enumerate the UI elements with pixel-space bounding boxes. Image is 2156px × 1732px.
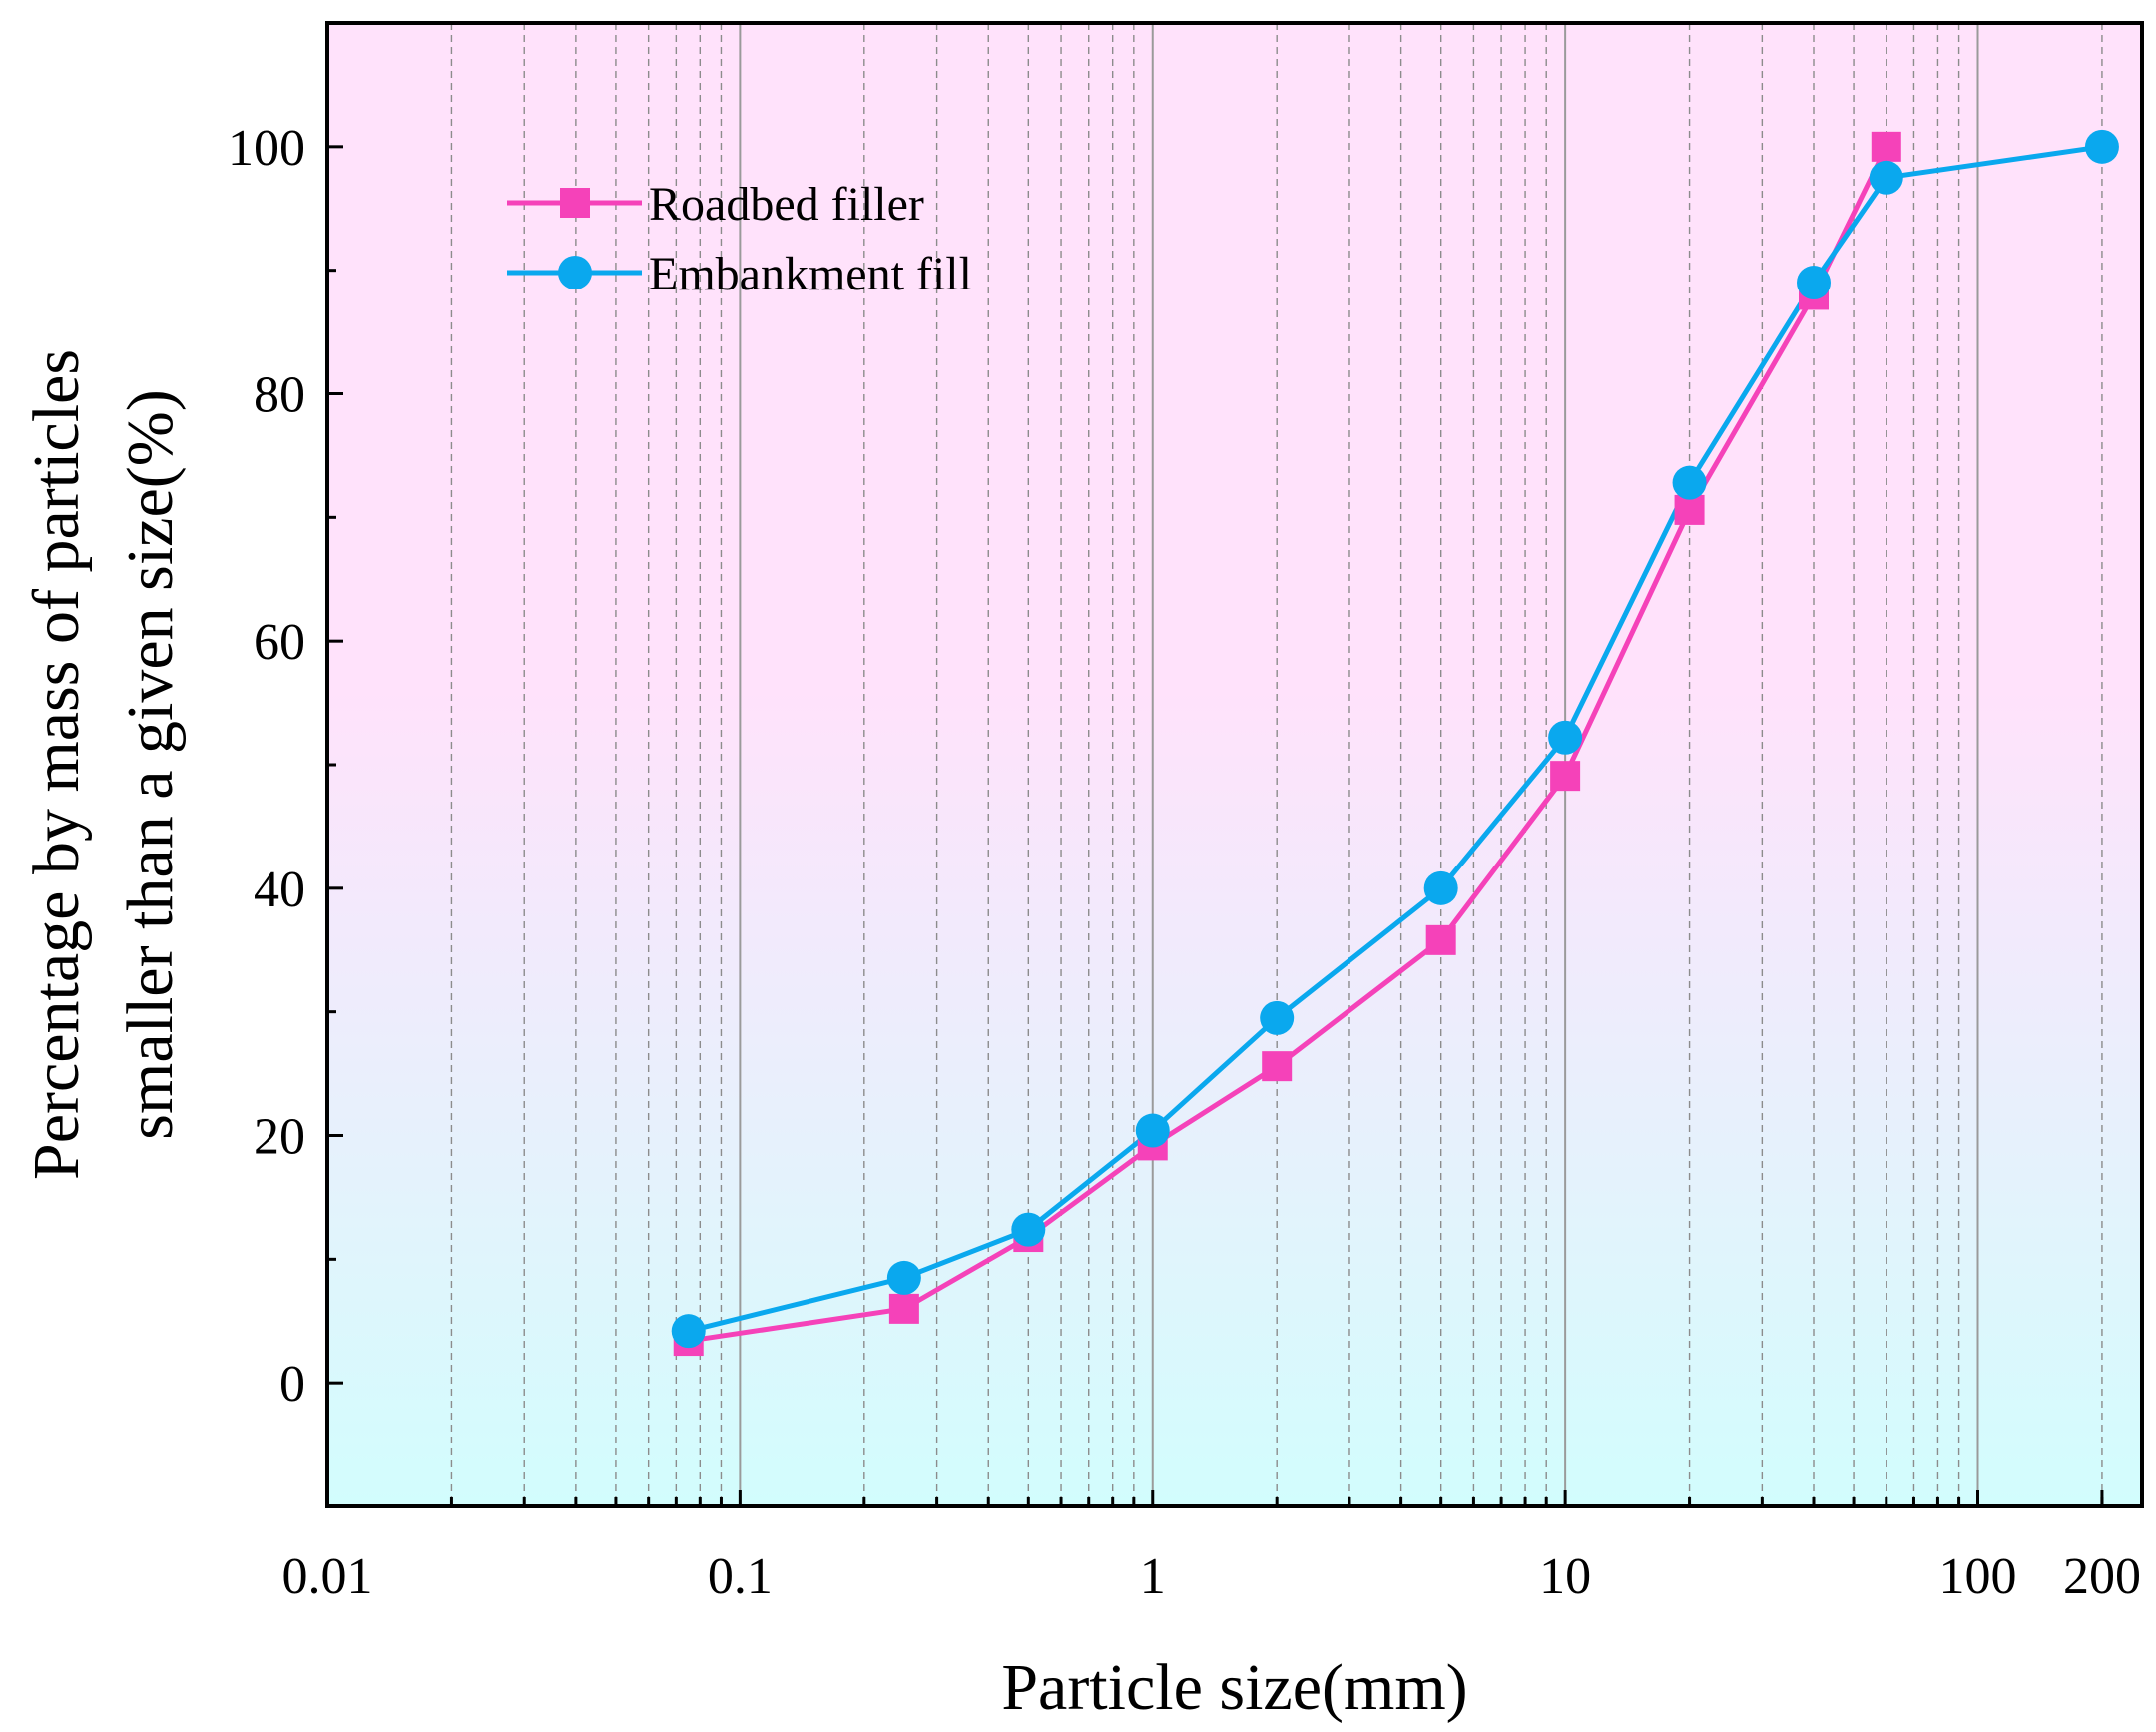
tick-labels: 0 20 40 60 80 100 0.01 0.1 1 10 100 200 (228, 120, 2141, 1605)
y-tick-label: 100 (228, 120, 305, 177)
data-point-embankment-fill (1869, 160, 1903, 195)
legend-marker-roadbed-filler (560, 188, 590, 218)
x-tick-label: 10 (1539, 1548, 1591, 1605)
data-point-roadbed-filler (1262, 1051, 1293, 1082)
y-axis-title-line2: smaller than a given size(%) (114, 389, 187, 1139)
y-tick-label: 60 (254, 614, 305, 671)
data-point-embankment-fill (1423, 870, 1458, 905)
legend-label-roadbed-filler: Roadbed filler (649, 178, 924, 231)
data-point-roadbed-filler (888, 1293, 919, 1324)
data-point-embankment-fill (1260, 1000, 1295, 1035)
x-tick-label: 200 (2063, 1548, 2141, 1605)
legend-label-embankment-fill: Embankment fill (649, 248, 972, 300)
y-tick-label: 20 (254, 1109, 305, 1166)
data-point-embankment-fill (1672, 465, 1707, 500)
data-point-embankment-fill (1548, 720, 1583, 755)
y-tick-label: 80 (254, 367, 305, 424)
x-tick-label: 0.01 (282, 1548, 373, 1605)
data-point-roadbed-filler (1871, 131, 1901, 162)
series-markers (671, 129, 2119, 1357)
legend-marker-embankment-fill (558, 256, 592, 289)
y-axis-title: Percentage by mass of particles smaller … (20, 349, 187, 1180)
data-point-embankment-fill (886, 1260, 921, 1295)
x-axis-title: Particle size(mm) (1001, 1651, 1467, 1724)
data-point-embankment-fill (1011, 1212, 1046, 1247)
y-axis-title-line1: Percentage by mass of particles (20, 349, 93, 1180)
axis-ticks (325, 21, 2104, 1508)
x-tick-label: 100 (1939, 1548, 2017, 1605)
data-point-embankment-fill (671, 1314, 706, 1349)
y-tick-label: 0 (279, 1356, 305, 1413)
data-point-embankment-fill (1135, 1113, 1170, 1148)
data-point-embankment-fill (1797, 266, 1832, 300)
series-line-roadbed-filler (688, 145, 1889, 1344)
data-point-embankment-fill (2084, 129, 2119, 164)
y-tick-label: 40 (254, 862, 305, 918)
data-point-roadbed-filler (1425, 924, 1456, 955)
x-tick-label: 1 (1140, 1548, 1166, 1605)
legend: Roadbed filler Embankment fill (507, 178, 972, 300)
plot-background (327, 23, 2142, 1506)
data-point-roadbed-filler (1550, 761, 1581, 792)
x-tick-label: 0.1 (708, 1548, 773, 1605)
data-point-roadbed-filler (1674, 494, 1705, 525)
